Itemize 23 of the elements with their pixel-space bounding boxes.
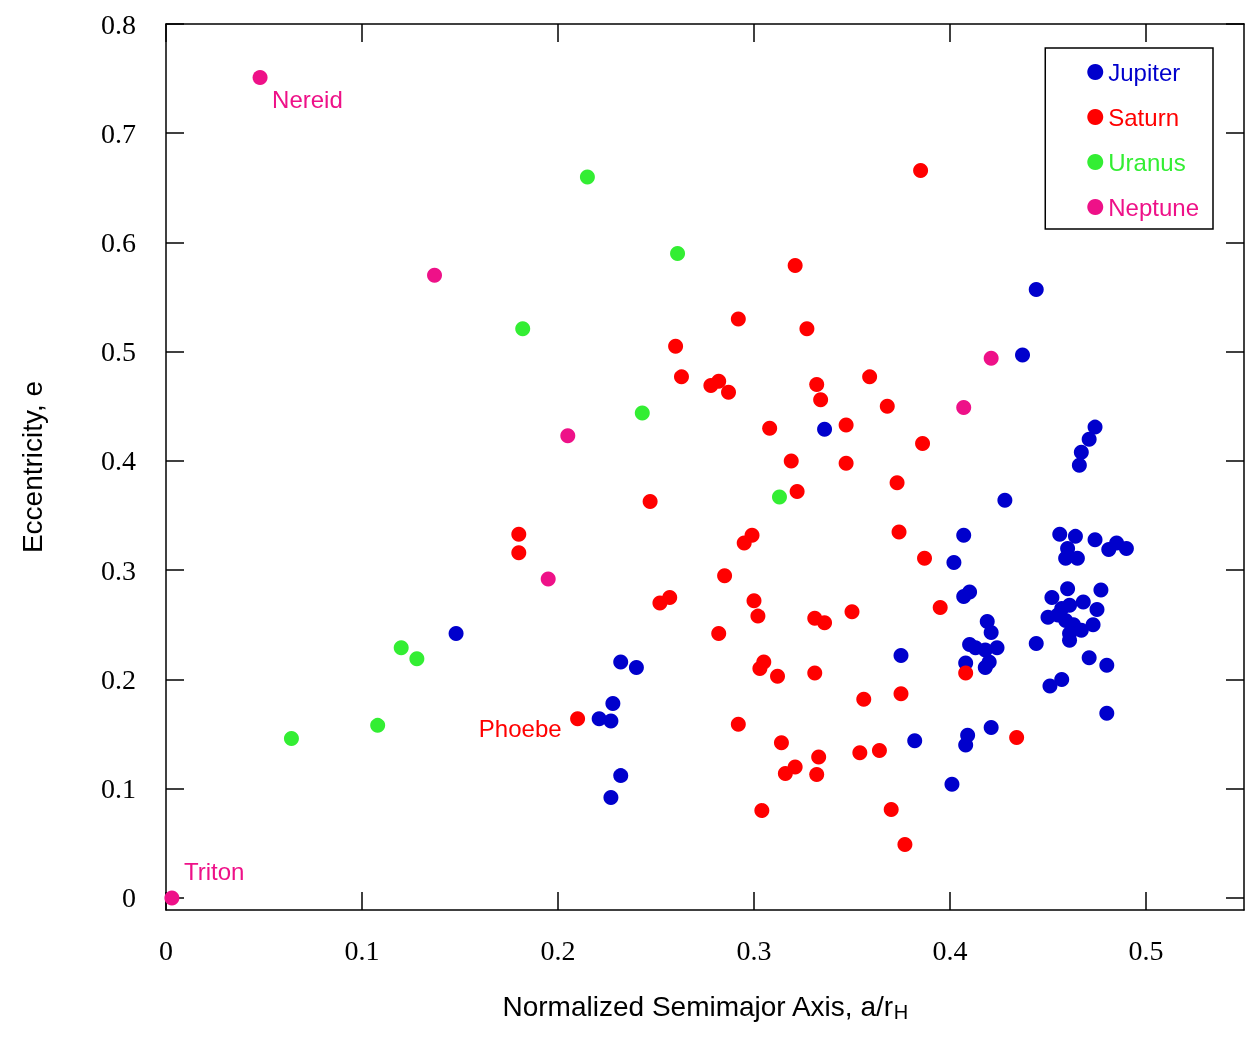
x-tick-label: 0.4 <box>932 934 968 966</box>
legend-label: Neptune <box>1108 193 1200 221</box>
y-axis-title: Eccentricity, e <box>16 380 48 554</box>
x-tick-label: 0.2 <box>540 934 576 966</box>
annotation: Nereid <box>272 86 343 114</box>
x-tick-label: 0.3 <box>736 934 772 966</box>
x-tick-label: 0.1 <box>344 934 380 966</box>
y-tick-label: 0.1 <box>101 773 136 805</box>
y-tick-label: 0.2 <box>101 663 136 695</box>
y-tick-label: 0.8 <box>101 8 136 40</box>
x-tick-label: 0 <box>159 934 173 966</box>
y-tick-label: 0.6 <box>101 227 136 258</box>
legend-label: Jupiter <box>1108 58 1181 86</box>
y-tick-label: 0 <box>122 882 136 914</box>
y-tick-label: 0.5 <box>101 336 136 368</box>
y-tick-label: 0.7 <box>101 117 136 149</box>
y-tick-label: 0.4 <box>101 445 136 477</box>
x-tick-label: 0.5 <box>1128 934 1164 966</box>
annotation: Phoebe <box>478 715 562 743</box>
legend-label: Saturn <box>1108 103 1179 131</box>
y-tick-label: 0.3 <box>101 554 136 586</box>
legend-label: Uranus <box>1108 148 1186 176</box>
annotation: Triton <box>183 858 245 886</box>
